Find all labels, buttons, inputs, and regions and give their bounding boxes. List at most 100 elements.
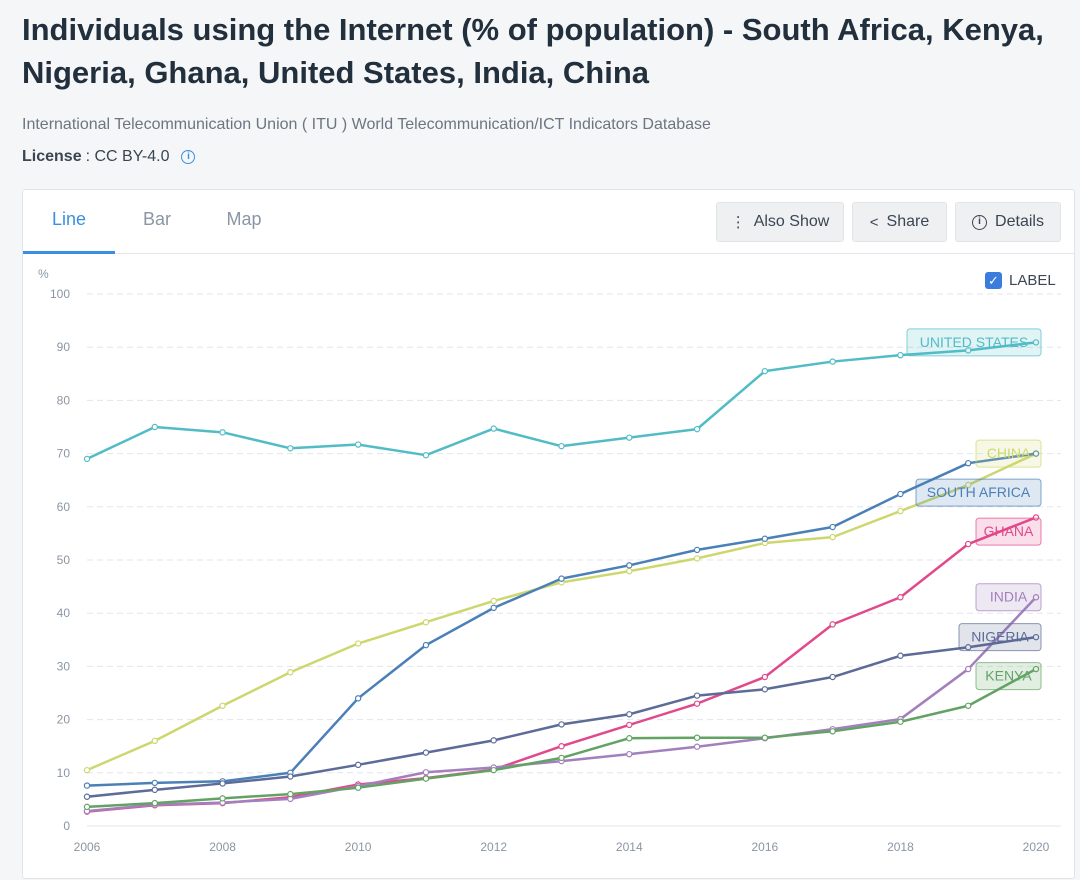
- data-point: [897, 652, 904, 659]
- series-line: [86, 667, 1037, 809]
- label-checkbox[interactable]: ✓: [985, 272, 1002, 289]
- details-label: Details: [995, 213, 1044, 230]
- data-point: [965, 644, 972, 651]
- y-tick-label: 70: [57, 447, 71, 461]
- data-point: [83, 803, 91, 811]
- x-tick-label: 2018: [887, 840, 914, 854]
- data-point: [490, 425, 497, 432]
- data-point: [422, 775, 430, 782]
- data-point: [626, 711, 633, 718]
- data-point: [965, 347, 972, 354]
- also-show-label: Also Show: [753, 213, 830, 230]
- data-point: [626, 735, 633, 742]
- data-point: [761, 367, 769, 375]
- data-point: [151, 799, 158, 807]
- data-point: [83, 766, 91, 774]
- data-point: [761, 535, 769, 542]
- data-point: [558, 442, 565, 450]
- series-line: [86, 452, 1037, 787]
- info-icon[interactable]: i: [181, 150, 196, 164]
- data-point: [897, 490, 904, 498]
- data-point: [829, 728, 836, 735]
- y-tick-label: 20: [57, 713, 71, 727]
- data-point: [558, 743, 565, 750]
- series-line: [86, 516, 1037, 813]
- line-chart: % 0 10 20 30 40 50 60 70 80 90 100 2006 2008 2010 2012 2…: [38, 267, 1061, 854]
- data-point: [422, 749, 430, 756]
- share-button[interactable]: < Share: [852, 202, 947, 242]
- series-label: NIGERIA: [971, 629, 1029, 645]
- data-point: [1032, 339, 1040, 346]
- data-point: [965, 702, 972, 709]
- series-label: CHINA: [987, 445, 1031, 461]
- x-tick-label: 2006: [74, 840, 101, 854]
- data-point: [558, 754, 565, 762]
- y-tick-label: 50: [57, 553, 71, 567]
- data-point: [354, 761, 362, 769]
- license-value: : CC BY-4.0: [85, 148, 170, 165]
- data-point: [219, 795, 226, 802]
- data-point: [626, 562, 633, 569]
- tab-map[interactable]: Map: [226, 209, 262, 229]
- y-tick-label: 60: [57, 500, 71, 514]
- data-point: [490, 766, 497, 774]
- data-point: [626, 750, 633, 758]
- x-tick-label: 2012: [480, 840, 507, 854]
- tab-bar-chart[interactable]: Bar: [142, 209, 171, 229]
- series-label-box: [906, 328, 1042, 357]
- data-point: [693, 425, 701, 433]
- info-circle-icon: i: [972, 214, 988, 230]
- data-point: [626, 721, 633, 729]
- data-point: [219, 429, 226, 436]
- data-point: [829, 533, 836, 541]
- data-point: [897, 594, 904, 601]
- license-key: License: [22, 148, 82, 165]
- details-button[interactable]: i Details: [955, 202, 1061, 242]
- x-tick-label: 2020: [1023, 840, 1050, 854]
- chart-card: Line Bar Map ⋮ Also Show < Share i Detai…: [22, 189, 1075, 879]
- data-point: [83, 455, 91, 463]
- data-point: [287, 773, 294, 780]
- data-point: [693, 700, 701, 707]
- series-label: SOUTH AFRICA: [927, 484, 1031, 500]
- y-tick-label: 100: [50, 287, 70, 301]
- data-point: [897, 351, 904, 359]
- tab-line[interactable]: Line: [23, 190, 115, 254]
- data-point: [829, 523, 836, 531]
- data-point: [287, 790, 294, 798]
- data-point: [897, 718, 904, 725]
- page-title: Individuals using the Internet (% of pop…: [22, 12, 1044, 90]
- data-point: [965, 481, 972, 489]
- label-toggle[interactable]: ✓ LABEL: [985, 272, 1056, 289]
- data-point: [287, 445, 294, 452]
- label-toggle-text: LABEL: [1009, 272, 1056, 289]
- data-point: [151, 786, 158, 794]
- data-point: [626, 567, 633, 575]
- y-tick-label: 40: [57, 606, 71, 620]
- y-tick-label: 30: [57, 659, 71, 673]
- data-point: [558, 575, 565, 582]
- data-point: [1032, 633, 1040, 641]
- y-tick-label: 90: [57, 340, 71, 354]
- tab-bar: Line Bar Map ⋮ Also Show < Share i Detai…: [23, 190, 1074, 254]
- data-point: [965, 540, 972, 548]
- x-tick-label: 2010: [345, 840, 372, 854]
- y-tick-label: 0: [63, 819, 70, 833]
- data-point: [965, 665, 972, 673]
- data-point: [490, 604, 497, 612]
- data-point: [83, 782, 91, 789]
- data-point: [287, 669, 294, 676]
- series-label-box: [975, 517, 1042, 546]
- data-point: [693, 546, 701, 554]
- y-tick-label: 80: [57, 393, 71, 407]
- data-point: [354, 441, 362, 448]
- data-point: [1032, 594, 1040, 601]
- data-point: [490, 597, 497, 605]
- data-point: [761, 673, 769, 681]
- also-show-button[interactable]: ⋮ Also Show: [716, 202, 844, 242]
- series-label-box: [975, 662, 1042, 691]
- series-label: UNITED STATES: [920, 334, 1028, 350]
- data-point: [151, 737, 158, 745]
- data-point: [829, 358, 836, 365]
- data-point: [151, 779, 158, 787]
